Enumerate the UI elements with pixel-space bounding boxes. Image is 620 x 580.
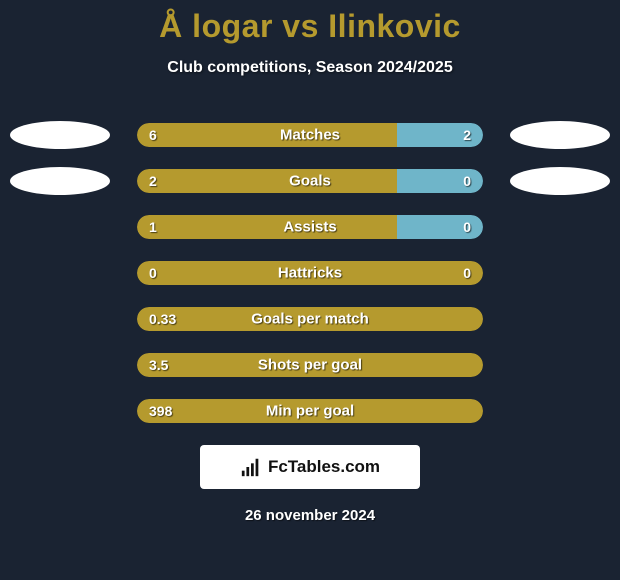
- footer-date: 26 november 2024: [0, 507, 620, 524]
- stat-label: Hattricks: [278, 265, 342, 282]
- stat-row: 6 2 Matches: [0, 123, 620, 147]
- player2-value: 2: [463, 127, 471, 143]
- player1-value: 0.33: [149, 311, 176, 327]
- player1-badge: [10, 121, 110, 149]
- player1-fill: [137, 169, 397, 193]
- stat-bar: 6 2 Matches: [137, 123, 483, 147]
- stat-row: 0 0 Hattricks: [0, 261, 620, 285]
- signal-icon: [240, 456, 262, 478]
- player2-value: 0: [463, 219, 471, 235]
- stat-row: 0.33 Goals per match: [0, 307, 620, 331]
- player1-fill: [137, 123, 397, 147]
- player1-value: 1: [149, 219, 157, 235]
- stat-bar: 2 0 Goals: [137, 169, 483, 193]
- stat-row: 398 Min per goal: [0, 399, 620, 423]
- player1-value: 6: [149, 127, 157, 143]
- stat-label: Goals per match: [251, 311, 369, 328]
- stats-container: 6 2 Matches 2 0 Goals 1 0 Assists 0 0 Hattricks 0.33…: [0, 123, 620, 423]
- source-logo: FcTables.com: [200, 445, 420, 489]
- player1-fill: [137, 215, 397, 239]
- player1-value: 3.5: [149, 357, 168, 373]
- stat-label: Assists: [283, 219, 336, 236]
- comparison-title: Å logar vs Ilinkovic: [0, 0, 620, 45]
- stat-bar: 398 Min per goal: [137, 399, 483, 423]
- player1-value: 0: [149, 265, 157, 281]
- stat-label: Matches: [280, 127, 340, 144]
- stat-label: Goals: [289, 173, 331, 190]
- player1-badge: [10, 167, 110, 195]
- stat-bar: 0 0 Hattricks: [137, 261, 483, 285]
- stat-bar: 3.5 Shots per goal: [137, 353, 483, 377]
- stat-row: 1 0 Assists: [0, 215, 620, 239]
- stat-row: 2 0 Goals: [0, 169, 620, 193]
- player1-value: 398: [149, 403, 172, 419]
- player2-value: 0: [463, 173, 471, 189]
- stat-bar: 0.33 Goals per match: [137, 307, 483, 331]
- stat-label: Shots per goal: [258, 357, 362, 374]
- stat-row: 3.5 Shots per goal: [0, 353, 620, 377]
- player2-badge: [510, 167, 610, 195]
- player1-value: 2: [149, 173, 157, 189]
- stat-label: Min per goal: [266, 403, 354, 420]
- stat-bar: 1 0 Assists: [137, 215, 483, 239]
- comparison-subtitle: Club competitions, Season 2024/2025: [0, 59, 620, 77]
- player2-value: 0: [463, 265, 471, 281]
- player2-badge: [510, 121, 610, 149]
- source-logo-text: FcTables.com: [268, 457, 380, 477]
